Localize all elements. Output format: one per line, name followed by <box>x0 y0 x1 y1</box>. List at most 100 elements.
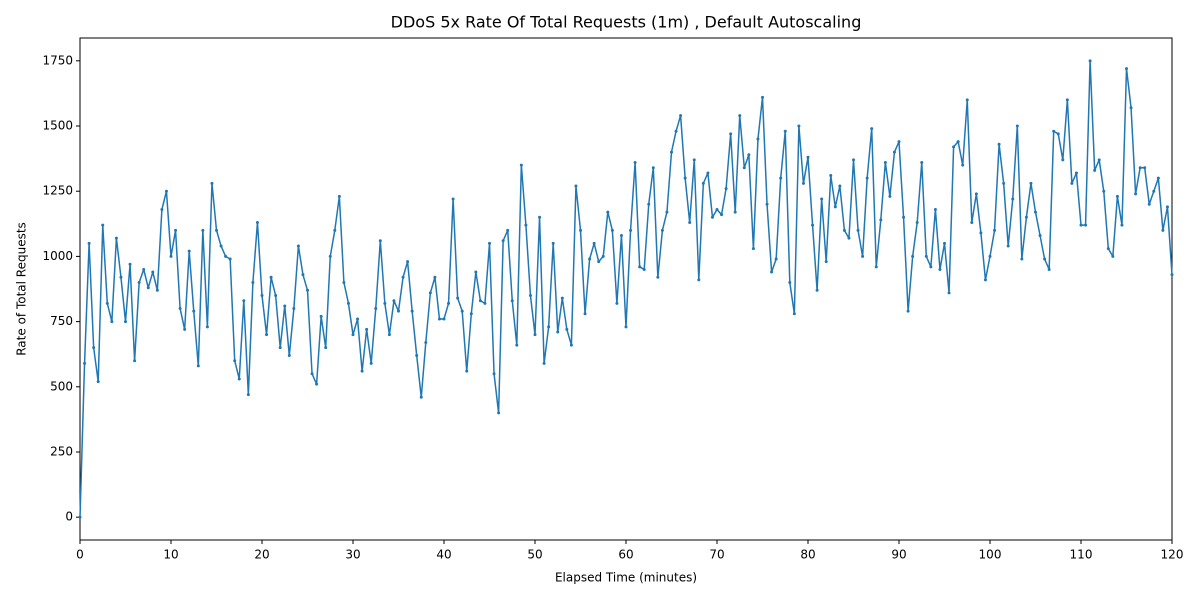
data-point <box>1029 181 1033 185</box>
data-point <box>624 325 628 329</box>
data-point <box>633 161 637 165</box>
data-point <box>1061 158 1065 162</box>
data-point <box>679 114 683 118</box>
data-point <box>469 312 473 316</box>
data-point <box>1011 197 1015 201</box>
data-point <box>556 330 560 334</box>
x-tick-label: 60 <box>618 548 633 562</box>
x-tick-label: 0 <box>76 548 84 562</box>
data-point <box>369 361 373 365</box>
data-point <box>952 145 956 149</box>
data-point <box>296 244 300 248</box>
data-point <box>1070 181 1074 185</box>
data-point <box>597 260 601 264</box>
data-point <box>560 296 564 300</box>
data-point <box>128 262 132 266</box>
data-point <box>1129 106 1133 110</box>
x-tick-label: 90 <box>891 548 906 562</box>
plot-frame <box>79 37 1173 541</box>
data-point <box>196 364 200 368</box>
y-tick-label: 250 <box>50 444 73 458</box>
data-point <box>260 294 264 298</box>
data-point <box>538 215 542 219</box>
data-point <box>233 359 237 363</box>
data-point <box>601 254 605 258</box>
data-point <box>315 382 319 386</box>
data-point <box>874 265 878 269</box>
data-point <box>993 228 997 232</box>
data-point <box>956 140 960 144</box>
data-point <box>806 155 810 159</box>
data-point <box>187 249 191 253</box>
data-point <box>1147 202 1151 206</box>
data-point <box>164 189 168 193</box>
data-point <box>811 223 815 227</box>
data-point <box>215 228 218 232</box>
data-point <box>519 163 523 167</box>
data-point <box>842 228 846 232</box>
data-point <box>710 215 714 219</box>
data-point <box>801 181 805 185</box>
x-tick-label: 40 <box>436 548 451 562</box>
data-point <box>101 223 105 227</box>
data-point <box>183 327 187 331</box>
data-point <box>1052 129 1056 133</box>
data-point <box>1165 205 1169 209</box>
data-point <box>515 343 519 347</box>
data-point <box>356 317 360 321</box>
data-point <box>824 260 828 264</box>
data-point <box>870 127 874 131</box>
data-point <box>292 307 296 311</box>
data-point <box>720 213 724 217</box>
data-point <box>970 221 974 225</box>
data-point <box>751 247 755 251</box>
data-point <box>902 215 906 219</box>
data-point <box>351 333 355 337</box>
data-point <box>701 181 705 185</box>
data-point <box>1161 228 1165 232</box>
data-point <box>579 228 582 232</box>
chart-title: DDoS 5x Rate Of Total Requests (1m) , De… <box>391 13 862 32</box>
data-point <box>447 301 451 305</box>
data-point <box>442 317 446 321</box>
data-point <box>943 241 946 245</box>
data-point <box>879 218 883 222</box>
data-point <box>210 181 214 185</box>
data-point <box>715 207 719 211</box>
data-point <box>742 166 746 170</box>
data-point <box>706 171 710 175</box>
data-point <box>961 163 965 167</box>
data-point <box>833 205 837 209</box>
data-point <box>606 210 610 214</box>
data-point <box>1102 189 1106 193</box>
data-point <box>1152 189 1156 193</box>
data-point <box>483 301 487 305</box>
series-line <box>79 60 1173 518</box>
data-point <box>83 361 87 365</box>
data-point <box>847 236 851 240</box>
data-point <box>983 278 987 282</box>
data-point <box>815 288 819 292</box>
data-point <box>124 320 127 324</box>
data-point <box>1024 215 1028 219</box>
y-tick-label: 1750 <box>42 53 73 67</box>
data-point <box>1156 176 1160 180</box>
data-point <box>346 301 350 305</box>
data-point <box>933 207 937 211</box>
data-point <box>492 372 496 376</box>
data-point <box>929 265 933 269</box>
data-point <box>911 254 915 258</box>
data-point <box>733 210 737 214</box>
data-point <box>1088 59 1092 63</box>
data-point <box>1170 273 1174 277</box>
data-point <box>829 174 833 178</box>
data-point <box>506 228 510 232</box>
data-point <box>178 307 182 311</box>
data-point <box>770 270 774 274</box>
data-point <box>287 353 291 357</box>
data-point <box>651 166 655 170</box>
x-tick-label: 70 <box>709 548 724 562</box>
data-point <box>692 158 696 162</box>
data-point <box>437 317 441 321</box>
data-point <box>306 288 309 292</box>
